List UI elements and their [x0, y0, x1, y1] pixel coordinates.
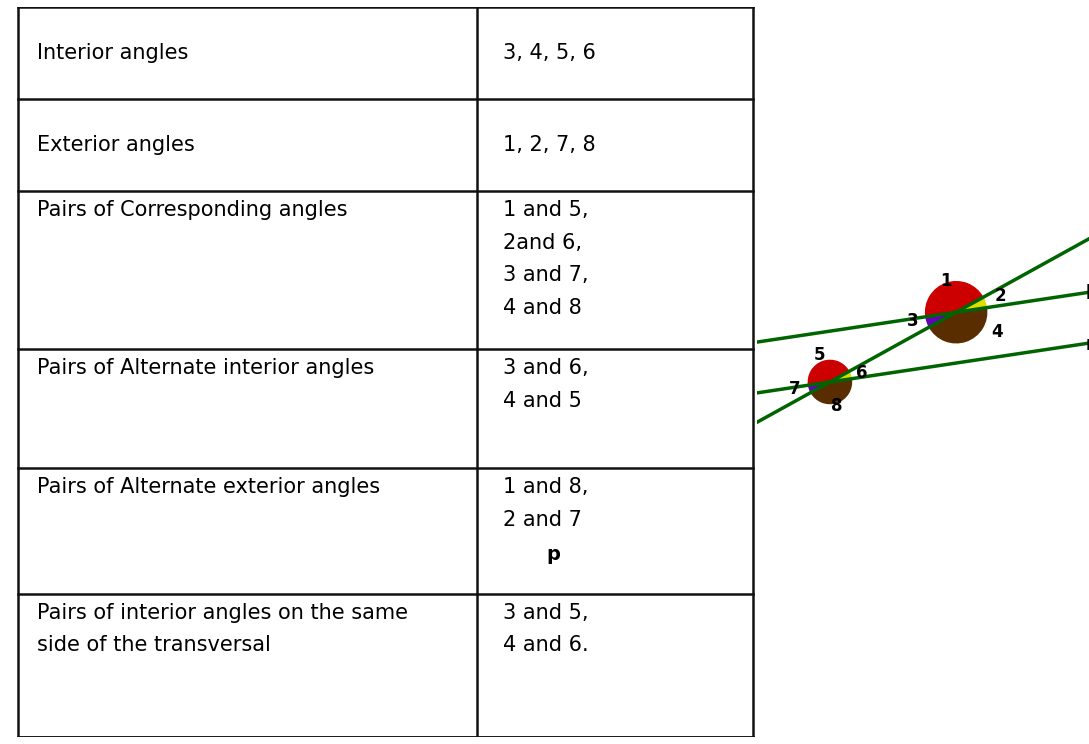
Wedge shape — [926, 312, 956, 327]
Wedge shape — [808, 382, 830, 392]
Text: 3 and 6,
4 and 5: 3 and 6, 4 and 5 — [503, 358, 589, 411]
Text: Exterior angles: Exterior angles — [37, 135, 195, 155]
Wedge shape — [956, 298, 987, 312]
Text: 1: 1 — [941, 272, 952, 290]
Text: 1, 2, 7, 8: 1, 2, 7, 8 — [503, 135, 596, 155]
Text: 8: 8 — [831, 397, 842, 414]
Text: 1 and 8,
2 and 7: 1 and 8, 2 and 7 — [503, 477, 588, 530]
Text: Pairs of Corresponding angles: Pairs of Corresponding angles — [37, 199, 347, 219]
Text: 3, 4, 5, 6: 3, 4, 5, 6 — [503, 43, 596, 63]
Wedge shape — [926, 282, 983, 317]
Text: 7: 7 — [790, 380, 800, 398]
Text: Pairs of Alternate interior angles: Pairs of Alternate interior angles — [37, 358, 375, 378]
Wedge shape — [830, 371, 852, 382]
Text: l: l — [1079, 284, 1089, 304]
Wedge shape — [929, 308, 987, 343]
Text: 3 and 5,
4 and 6.: 3 and 5, 4 and 6. — [503, 603, 589, 655]
Text: 6: 6 — [856, 364, 867, 382]
Text: 3: 3 — [906, 312, 918, 330]
Text: m: m — [1079, 335, 1089, 354]
Text: Pairs of interior angles on the same
side of the transversal: Pairs of interior angles on the same sid… — [37, 603, 408, 655]
Text: p: p — [546, 545, 560, 564]
Text: 2: 2 — [994, 286, 1006, 305]
Wedge shape — [811, 379, 852, 403]
Text: 1 and 5,
2and 6,
3 and 7,
4 and 8: 1 and 5, 2and 6, 3 and 7, 4 and 8 — [503, 199, 589, 318]
Text: 5: 5 — [815, 345, 825, 364]
Text: Interior angles: Interior angles — [37, 43, 188, 63]
Wedge shape — [808, 360, 848, 385]
Text: Pairs of Alternate exterior angles: Pairs of Alternate exterior angles — [37, 477, 380, 497]
Text: 4: 4 — [991, 324, 1003, 341]
